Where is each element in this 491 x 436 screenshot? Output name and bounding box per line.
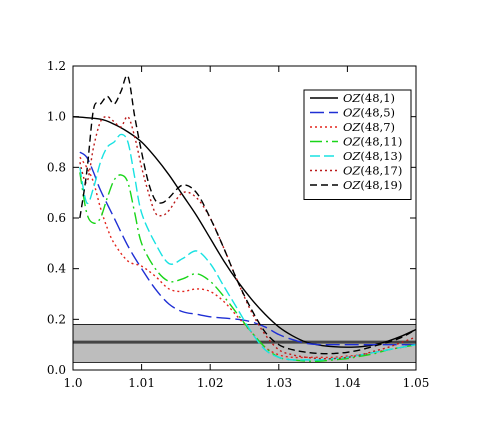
legend-label: OZ(48,19): [343, 178, 402, 192]
series-line-6: [79, 115, 416, 360]
series-line-7: [79, 74, 416, 355]
x-tick-label: 1.04: [334, 376, 361, 390]
legend-label: OZ(48,1): [343, 91, 395, 105]
legend-label: OZ(48,7): [343, 120, 395, 134]
y-tick-label: 0.4: [47, 262, 66, 276]
series-line-4: [79, 172, 416, 362]
series-line-2: [79, 151, 416, 346]
legend-label: OZ(48,13): [343, 149, 402, 163]
series-line-1: [73, 115, 416, 348]
legend-label: OZ(48,5): [343, 106, 395, 120]
y-tick-label: 1.2: [47, 59, 66, 73]
y-tick-label: 1.0: [47, 110, 66, 124]
x-tick-label: 1.02: [197, 376, 224, 390]
x-tick-label: 1.0: [63, 376, 82, 390]
y-tick-label: 0.6: [47, 211, 66, 225]
legend: OZ(48,1)OZ(48,5)OZ(48,7)OZ(48,11)OZ(48,1…: [303, 89, 412, 200]
legend-label: OZ(48,11): [343, 135, 402, 149]
x-tick-label: 1.03: [265, 376, 292, 390]
series-line-5: [79, 133, 416, 361]
x-tick-label: 1.01: [128, 376, 155, 390]
legend-box: [303, 89, 412, 200]
x-tick-label: 1.05: [403, 376, 430, 390]
y-tick-label: 0.8: [47, 160, 66, 174]
y-tick-label: 0.0: [47, 363, 66, 377]
series-line-3: [79, 156, 416, 359]
legend-label: OZ(48,17): [343, 164, 402, 178]
y-axis: 0.0 0.2 0.4 0.6 0.8 1.0 1.2: [47, 59, 416, 377]
series-lines: [73, 74, 416, 362]
uncertainty-band: [72, 323, 417, 363]
y-tick-label: 0.2: [47, 312, 66, 326]
x-axis: 1.0 1.01 1.02 1.03 1.04 1.05: [63, 66, 429, 390]
